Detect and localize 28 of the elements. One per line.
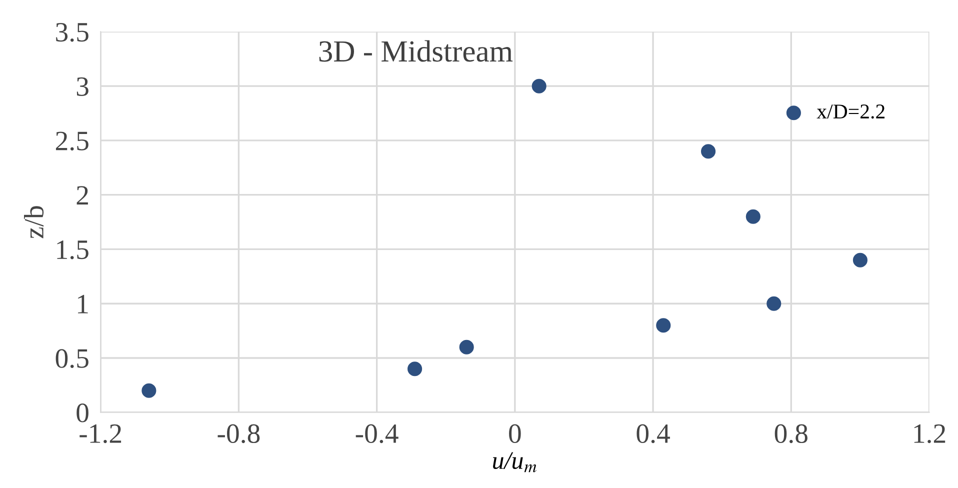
legend-label: x/D=2.2	[816, 104, 884, 119]
y-tick-label: 3.5	[56, 22, 88, 42]
y-tick-label: 0.5	[56, 349, 88, 368]
x-tick-label: -0.4	[356, 424, 398, 444]
y-tick-label: 2	[76, 186, 88, 204]
y-tick-label: 1.5	[57, 240, 88, 260]
point	[656, 318, 671, 333]
point	[532, 78, 546, 94]
x-tick-label: 1.2	[914, 424, 946, 444]
x-axis-title: u/u$_{m}$	[493, 452, 536, 472]
y-tick-label: 2.5	[56, 132, 88, 151]
y-tick-label: 1	[78, 294, 88, 314]
x-tick-label: -0.8	[218, 424, 260, 444]
y-axis-title: z/b	[24, 206, 44, 238]
point	[746, 209, 760, 224]
x-tick-label: 0.8	[774, 424, 808, 444]
point	[142, 383, 156, 398]
point	[459, 340, 474, 354]
chart-title: 3D - Midstream	[319, 40, 513, 62]
y-tick-label: 0	[76, 404, 88, 422]
point	[852, 252, 868, 268]
point	[408, 362, 422, 376]
point	[701, 144, 716, 159]
x-tick-label: -1.2	[80, 424, 122, 444]
x-tick-label: 0	[509, 424, 521, 444]
point	[766, 296, 782, 311]
y-tick-label: 3	[76, 77, 88, 96]
x-tick-label: 0.4	[636, 424, 670, 444]
